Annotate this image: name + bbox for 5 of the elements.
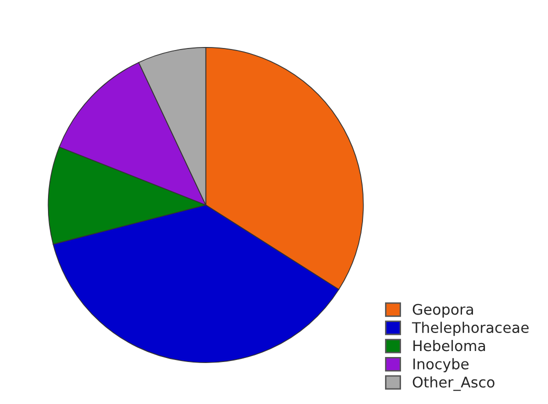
legend-label: Inocybe: [413, 358, 469, 372]
legend-label: Thelephoraceae: [412, 322, 529, 336]
legend-label: Geopora: [412, 304, 473, 318]
legend-label: Hebeloma: [413, 340, 485, 352]
legend-label: Other_Asco: [412, 376, 494, 391]
